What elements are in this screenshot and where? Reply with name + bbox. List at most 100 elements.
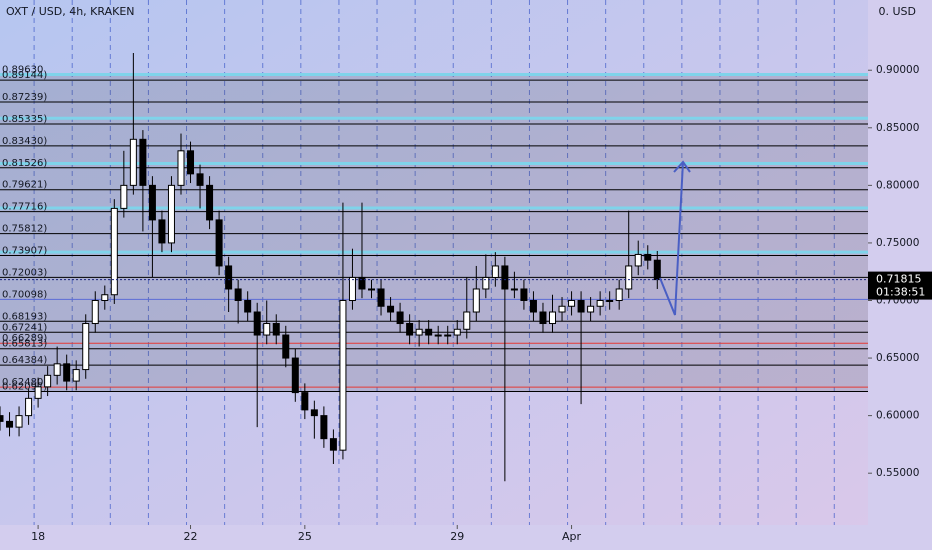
- candle-body: [301, 392, 309, 411]
- candle-body: [339, 299, 347, 451]
- y-tick-label: 0.80000: [876, 179, 919, 191]
- level-label: 0.66289): [2, 333, 47, 344]
- candle-body: [387, 305, 395, 313]
- candle-body: [358, 276, 366, 290]
- level-label: 0.73907): [2, 246, 47, 257]
- candle-body: [368, 288, 376, 291]
- candle-body: [587, 305, 595, 313]
- candle-body: [196, 173, 204, 186]
- x-tick-label: 25: [298, 530, 312, 543]
- candle-body: [139, 138, 147, 186]
- candle-body: [625, 265, 633, 290]
- level-label: 0.75812): [2, 224, 47, 235]
- level-label: 0.72003): [2, 267, 47, 278]
- candle-body: [615, 288, 623, 301]
- candle-body: [177, 150, 185, 186]
- x-tick-label: 29: [450, 530, 464, 543]
- candle-body: [53, 363, 61, 376]
- candle-body: [320, 415, 328, 440]
- candle-body: [44, 374, 52, 388]
- candle-body: [148, 184, 156, 221]
- candle-body: [244, 299, 252, 313]
- candle-body: [329, 438, 337, 451]
- level-label: 0.81526): [2, 158, 47, 169]
- candle-body: [272, 323, 280, 336]
- level-zone: [0, 74, 868, 392]
- candle-body: [606, 299, 614, 302]
- candle-body: [253, 311, 261, 336]
- candle-body: [529, 299, 537, 313]
- level-label: 0.89144): [2, 70, 47, 81]
- level-label: 0.87239): [2, 92, 47, 103]
- candle-body: [491, 265, 499, 278]
- y-tick-label: 0.75000: [876, 237, 919, 249]
- level-label: 0.64384): [2, 355, 47, 366]
- candle-body: [377, 288, 385, 307]
- candle-body: [291, 357, 299, 394]
- candle-body: [634, 253, 642, 267]
- candle-body: [549, 311, 557, 325]
- level-label: 0.83430): [2, 136, 47, 147]
- candle-body: [434, 334, 442, 337]
- candle-body: [91, 299, 99, 325]
- level-label: 0.89630: [2, 64, 43, 75]
- y-tick-label: 0.65000: [876, 352, 919, 364]
- candle-body: [644, 253, 652, 261]
- last-price-tag: [868, 271, 932, 300]
- time-axis: [0, 525, 868, 550]
- candle-body: [482, 276, 490, 290]
- candle-body: [215, 219, 223, 267]
- candle-body: [406, 323, 414, 336]
- candle-body: [6, 420, 14, 428]
- candle-body: [158, 219, 166, 244]
- candle-body: [568, 299, 576, 307]
- candle-body: [348, 276, 356, 301]
- candle-body: [34, 386, 42, 399]
- level-label: 0.79621): [2, 180, 47, 191]
- candle-body: [101, 294, 109, 301]
- candle-body: [234, 288, 242, 301]
- y-tick-label: 0.85000: [876, 122, 919, 134]
- level-label: 0.77716): [2, 202, 47, 213]
- level-label: 0.67241): [2, 322, 47, 333]
- level-label: 0.62097): [2, 381, 47, 392]
- candle-body: [558, 305, 566, 313]
- candle-body: [129, 138, 137, 186]
- candle-body: [539, 311, 547, 325]
- candle-body: [444, 334, 452, 337]
- arrow-drawing: [659, 160, 691, 316]
- candle-body: [396, 311, 404, 325]
- candle-body: [120, 184, 128, 209]
- level-label: 0.65813): [2, 339, 47, 350]
- candle-body: [472, 288, 480, 313]
- candle-body: [206, 184, 214, 221]
- candle-body: [0, 415, 4, 422]
- candle-body: [15, 415, 23, 428]
- candle-body: [510, 288, 518, 291]
- candle-body: [577, 299, 585, 313]
- candle-body: [25, 397, 33, 417]
- candle-body: [453, 328, 461, 336]
- candle-body: [415, 328, 423, 336]
- y-tick-label: 0.90000: [876, 64, 919, 76]
- candle-body: [167, 184, 175, 244]
- candle-body: [263, 323, 271, 336]
- candle-body: [463, 311, 471, 330]
- candle-body: [110, 207, 118, 296]
- level-label: 0.70098): [2, 289, 47, 300]
- last-price-label: 0.71815: [876, 273, 922, 286]
- candle-body: [501, 265, 509, 290]
- candle-body: [82, 323, 90, 371]
- candle-body: [653, 259, 661, 281]
- candle-body: [425, 328, 433, 336]
- candle-body: [63, 363, 71, 382]
- plot-background: [0, 0, 868, 525]
- candle-body: [225, 265, 233, 290]
- chart-title: OXT / USD, 4h, KRAKEN: [6, 5, 135, 18]
- y-tick-label: 0.60000: [876, 410, 919, 422]
- countdown: 01:38:51: [876, 286, 925, 299]
- currency-label: 0. USD: [879, 5, 917, 18]
- x-tick-label: 22: [184, 530, 198, 543]
